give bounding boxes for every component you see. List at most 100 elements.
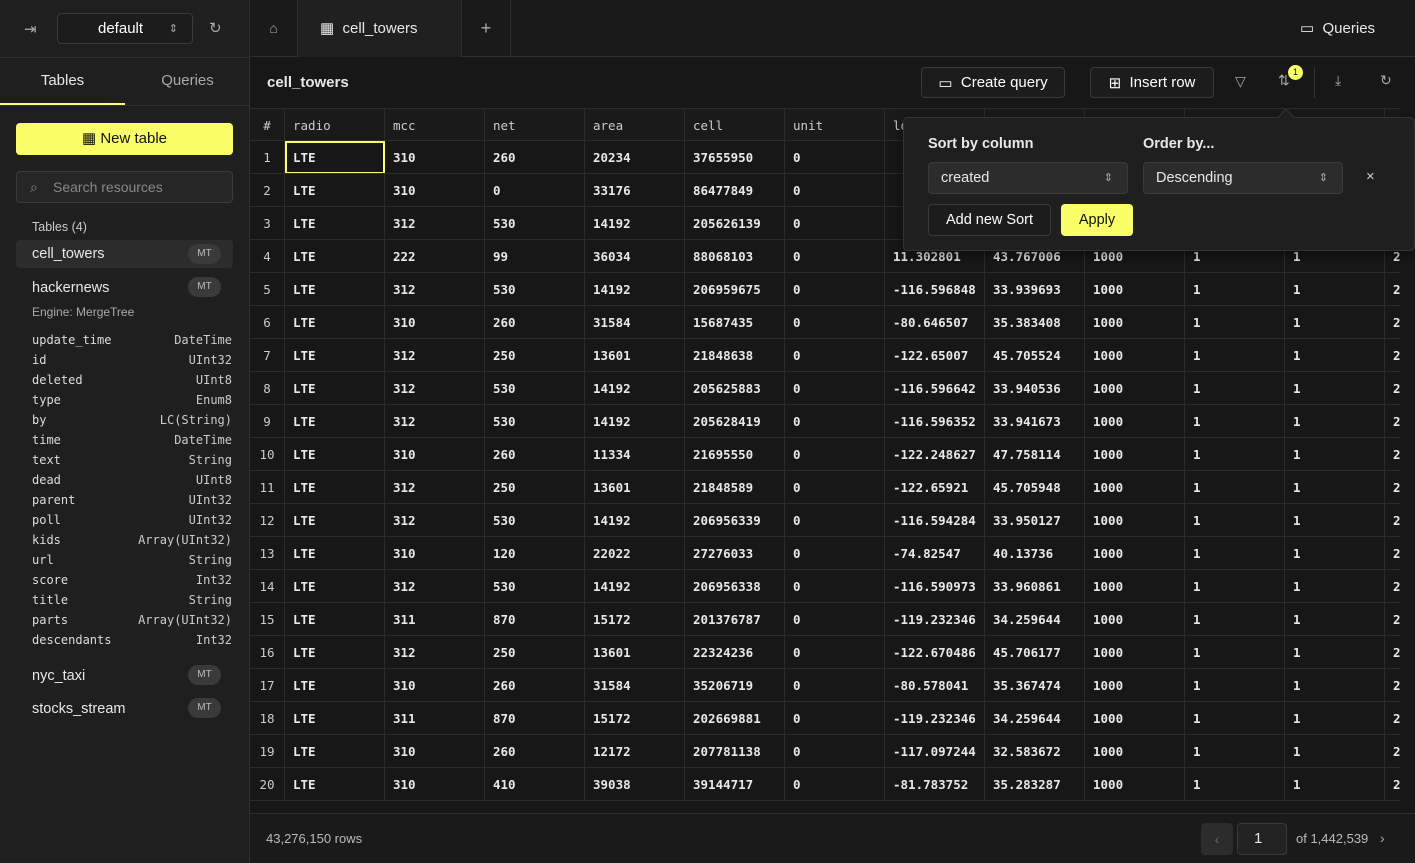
table-cell[interactable]: 2 — [1385, 339, 1400, 371]
table-cell[interactable]: 1000 — [1085, 669, 1185, 701]
table-cell[interactable]: 410 — [485, 768, 585, 800]
table-cell[interactable]: 0 — [785, 372, 885, 404]
table-cell[interactable]: 250 — [485, 339, 585, 371]
table-cell[interactable]: 33.950127 — [985, 504, 1085, 536]
table-cell[interactable]: 260 — [485, 438, 585, 470]
table-cell[interactable]: 21848589 — [685, 471, 785, 503]
table-cell[interactable]: 1 — [1185, 339, 1285, 371]
download-icon[interactable]: ⤓ — [1335, 72, 1342, 88]
table-cell[interactable]: 1 — [1285, 471, 1385, 503]
table-cell[interactable]: 39038 — [585, 768, 685, 800]
table-cell[interactable]: 1 — [1185, 768, 1285, 800]
table-cell[interactable]: 0 — [785, 306, 885, 338]
table-cell[interactable]: 0 — [785, 735, 885, 767]
table-cell[interactable]: LTE — [285, 504, 385, 536]
table-cell[interactable]: 206959675 — [685, 273, 785, 305]
apply-button[interactable]: Apply — [1061, 204, 1133, 236]
table-cell[interactable]: 13601 — [585, 339, 685, 371]
table-cell[interactable]: 31584 — [585, 306, 685, 338]
order-select[interactable]: Descending ⇕ — [1143, 162, 1343, 194]
table-cell[interactable]: 205625883 — [685, 372, 785, 404]
table-cell[interactable]: 870 — [485, 603, 585, 635]
table-cell[interactable]: 1 — [1285, 504, 1385, 536]
table-cell[interactable]: -116.596352 — [885, 405, 985, 437]
table-cell[interactable]: 2 — [1385, 735, 1400, 767]
table-cell[interactable]: 2 — [1385, 405, 1400, 437]
table-cell[interactable]: 1 — [1285, 702, 1385, 734]
table-cell[interactable]: LTE — [285, 603, 385, 635]
table-cell[interactable]: 2 — [1385, 537, 1400, 569]
table-cell[interactable]: LTE — [285, 570, 385, 602]
table-cell[interactable]: 15687435 — [685, 306, 785, 338]
table-cell[interactable]: 2 — [1385, 636, 1400, 668]
table-item[interactable]: hackernews MT — [16, 274, 233, 302]
table-cell[interactable]: 312 — [385, 471, 485, 503]
table-cell[interactable]: 312 — [385, 570, 485, 602]
table-cell[interactable]: 1 — [1185, 240, 1285, 272]
table-cell[interactable]: 0 — [785, 471, 885, 503]
table-cell[interactable]: 2 — [1385, 273, 1400, 305]
table-cell[interactable]: 1 — [1185, 603, 1285, 635]
table-cell[interactable]: 1000 — [1085, 438, 1185, 470]
table-cell[interactable]: -116.596642 — [885, 372, 985, 404]
table-cell[interactable]: 0 — [785, 438, 885, 470]
table-cell[interactable]: 0 — [785, 570, 885, 602]
insert-row-button[interactable]: ⊞ Insert row — [1090, 67, 1214, 98]
table-cell[interactable]: 34.259644 — [985, 603, 1085, 635]
table-cell[interactable]: 310 — [385, 669, 485, 701]
table-cell[interactable]: 2 — [1385, 240, 1400, 272]
table-cell[interactable]: -116.590973 — [885, 570, 985, 602]
table-cell[interactable]: 14192 — [585, 273, 685, 305]
table-cell[interactable]: -122.248627 — [885, 438, 985, 470]
table-cell[interactable]: 1000 — [1085, 603, 1185, 635]
table-cell[interactable]: 86477849 — [685, 174, 785, 206]
table-cell[interactable]: 0 — [785, 273, 885, 305]
table-cell[interactable]: 11.302801 — [885, 240, 985, 272]
table-cell[interactable]: 0 — [785, 768, 885, 800]
table-cell[interactable]: LTE — [285, 537, 385, 569]
table-cell[interactable]: 310 — [385, 735, 485, 767]
table-cell[interactable]: 0 — [785, 339, 885, 371]
table-cell[interactable]: 206956338 — [685, 570, 785, 602]
database-select[interactable]: default ⇕ — [57, 13, 193, 44]
table-cell[interactable]: 312 — [385, 339, 485, 371]
table-cell[interactable]: 0 — [785, 537, 885, 569]
table-cell[interactable]: 1 — [1285, 768, 1385, 800]
table-cell[interactable]: 312 — [385, 504, 485, 536]
table-cell[interactable]: 35206719 — [685, 669, 785, 701]
table-cell[interactable]: 312 — [385, 636, 485, 668]
table-cell[interactable]: 0 — [785, 240, 885, 272]
table-cell[interactable]: 1000 — [1085, 768, 1185, 800]
table-cell[interactable]: 1000 — [1085, 537, 1185, 569]
table-cell[interactable]: 35.367474 — [985, 669, 1085, 701]
table-cell[interactable]: 1 — [1285, 405, 1385, 437]
table-cell[interactable]: 206956339 — [685, 504, 785, 536]
table-cell[interactable]: 530 — [485, 207, 585, 239]
table-cell[interactable]: 2 — [1385, 438, 1400, 470]
table-cell[interactable]: 1 — [1185, 405, 1285, 437]
table-cell[interactable]: 12172 — [585, 735, 685, 767]
table-cell[interactable]: 1 — [1285, 339, 1385, 371]
home-tab[interactable]: ⌂ — [250, 0, 298, 57]
create-query-button[interactable]: ▭ Create query — [921, 67, 1065, 98]
table-cell[interactable]: 310 — [385, 141, 485, 173]
table-cell[interactable]: 21848638 — [685, 339, 785, 371]
table-cell[interactable]: 1 — [1185, 438, 1285, 470]
table-cell[interactable]: 1000 — [1085, 702, 1185, 734]
table-cell[interactable]: LTE — [285, 405, 385, 437]
table-cell[interactable]: 312 — [385, 372, 485, 404]
table-cell[interactable]: 14192 — [585, 504, 685, 536]
table-cell[interactable]: 1 — [1185, 570, 1285, 602]
table-cell[interactable]: 1000 — [1085, 306, 1185, 338]
table-cell[interactable]: 33.941673 — [985, 405, 1085, 437]
table-cell[interactable]: 310 — [385, 174, 485, 206]
table-cell[interactable]: -80.578041 — [885, 669, 985, 701]
queries-tab[interactable]: Queries — [161, 72, 214, 89]
table-cell[interactable]: 310 — [385, 537, 485, 569]
table-cell[interactable]: 0 — [785, 405, 885, 437]
table-cell[interactable]: 13601 — [585, 636, 685, 668]
table-cell[interactable]: 2 — [1385, 768, 1400, 800]
prev-page[interactable]: ‹ — [1201, 823, 1233, 855]
table-cell[interactable]: 1 — [1285, 603, 1385, 635]
table-cell[interactable]: 1000 — [1085, 570, 1185, 602]
